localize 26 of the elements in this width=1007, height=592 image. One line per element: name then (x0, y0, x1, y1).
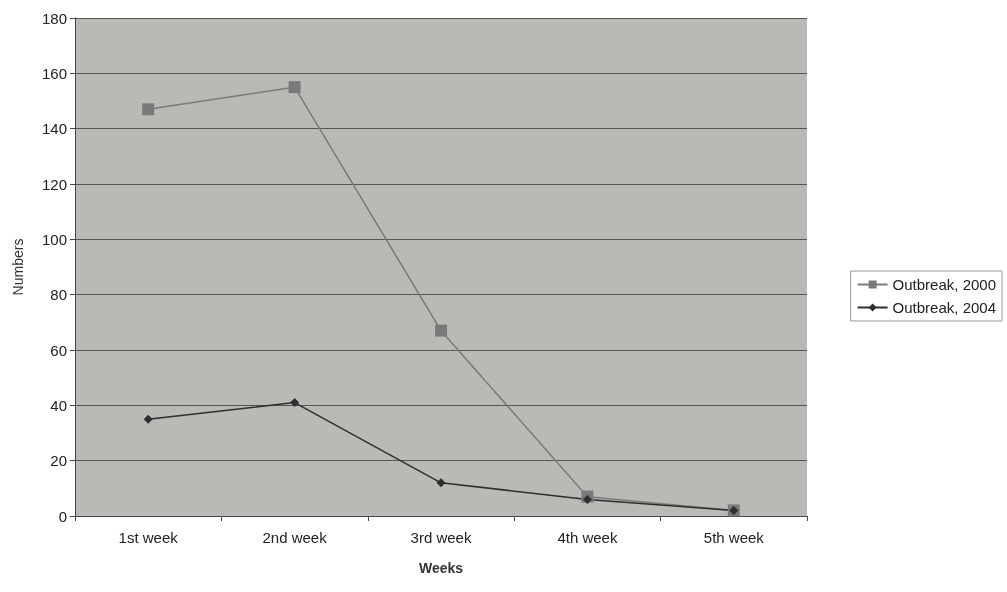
x-tick-label: 2nd week (262, 529, 328, 546)
point (582, 494, 592, 504)
y-tick-label: 80 (50, 286, 67, 304)
y-tick-label: 60 (50, 341, 67, 359)
point (290, 398, 300, 408)
x-axis-title: Weeks (418, 560, 464, 576)
x-tick-label: 1st week (118, 529, 179, 546)
y-tick-label: 40 (50, 396, 67, 414)
y-tick-label: 20 (50, 452, 67, 470)
y-tick-label: 160 (41, 64, 67, 82)
legend-label: Outbreak, 2000 (892, 276, 996, 293)
y-axis-title: Numbers (10, 238, 26, 296)
y-tick-label: 120 (41, 175, 67, 193)
y-tick-label: 180 (41, 9, 67, 27)
point (436, 478, 446, 488)
y-tick-label: 140 (41, 120, 67, 138)
point (288, 81, 301, 94)
x-tick-label: 4th week (557, 529, 618, 546)
point (142, 103, 155, 116)
x-tick-label: 5th week (703, 529, 765, 546)
point (435, 324, 447, 337)
point (143, 414, 153, 424)
x-tick-label: 3rd week (410, 529, 472, 546)
legend-label: Outbreak, 2004 (892, 299, 996, 316)
y-tick-label: 0 (58, 507, 67, 525)
y-tick-label: 100 (41, 230, 67, 248)
